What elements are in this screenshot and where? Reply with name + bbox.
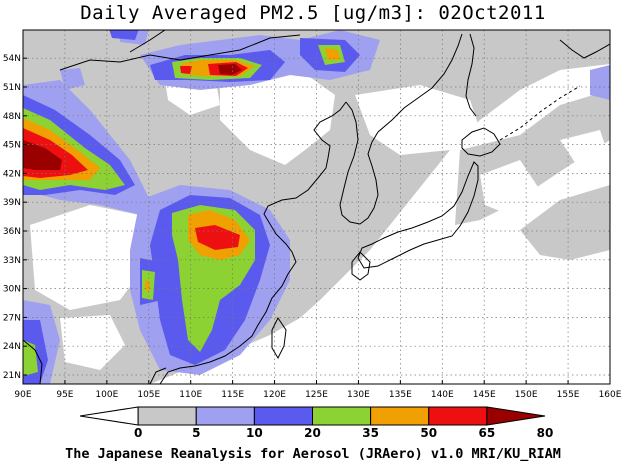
colorbar-label: 5 [192, 426, 200, 440]
lon-label: 145E [473, 390, 496, 400]
colorbar-label: 0 [134, 426, 142, 440]
coastlines [23, 30, 610, 384]
colorbar-swatch [312, 406, 372, 426]
lon-label: 90E [14, 390, 31, 400]
colorbar-label: 20 [304, 426, 321, 440]
lat-label: 39N [3, 198, 21, 208]
lat-label: 48N [3, 112, 21, 122]
colorbar-swatch [253, 406, 313, 426]
lon-label: 125E [305, 390, 328, 400]
lon-label: 120E [263, 390, 286, 400]
lon-label: 115E [221, 390, 244, 400]
colorbar-label: 10 [246, 426, 263, 440]
map-title: Daily Averaged PM2.5 [ug/m3]: 02Oct2011 [80, 2, 546, 24]
lon-label: 95E [56, 390, 73, 400]
lat-label: 24N [3, 342, 21, 352]
colorbar-swatch [486, 406, 546, 426]
concentration-fields [23, 30, 610, 384]
lat-label: 45N [3, 141, 21, 151]
pm25-level-white [30, 70, 610, 370]
latitude-labels: 21N 24N 27N 30N 33N 36N 39N 42N 45N 48N 51N 54N [3, 54, 27, 381]
footer-caption: The Japanese Reanalysis for Aerosol (JRA… [65, 446, 561, 462]
lon-label: 130E [347, 390, 370, 400]
colorbar-label: 80 [537, 426, 554, 440]
lat-label: 27N [3, 313, 21, 323]
colorbar-swatch [137, 406, 197, 426]
lat-label: 30N [3, 285, 21, 295]
colorbar-swatch [195, 406, 255, 426]
graticule [23, 30, 610, 384]
colorbar-swatch [428, 406, 488, 426]
lon-label: 105E [137, 390, 160, 400]
longitude-labels: 90E 95E 100E 105E 110E 115E 120E 125E 130E 135E 14… [14, 380, 622, 400]
lon-label: 140E [431, 390, 454, 400]
lon-label: 100E [95, 390, 118, 400]
colorbar: 0 5 10 20 35 50 65 80 [79, 406, 554, 440]
colorbar-swatch [79, 406, 139, 426]
colorbar-label: 35 [362, 426, 379, 440]
lon-label: 150E [515, 390, 538, 400]
colorbar-label: 65 [479, 426, 496, 440]
lat-label: 51N [3, 83, 21, 93]
lon-label: 155E [557, 390, 580, 400]
pm25-level-darkred [23, 64, 242, 170]
lat-label: 33N [3, 256, 21, 266]
lon-label: 160E [599, 390, 622, 400]
lat-label: 42N [3, 169, 21, 179]
lat-label: 21N [3, 371, 21, 381]
colorbar-label: 50 [420, 426, 437, 440]
lon-label: 110E [179, 390, 202, 400]
lon-label: 135E [389, 390, 412, 400]
lat-label: 54N [3, 54, 21, 64]
lat-label: 36N [3, 227, 21, 237]
colorbar-swatch [370, 406, 430, 426]
